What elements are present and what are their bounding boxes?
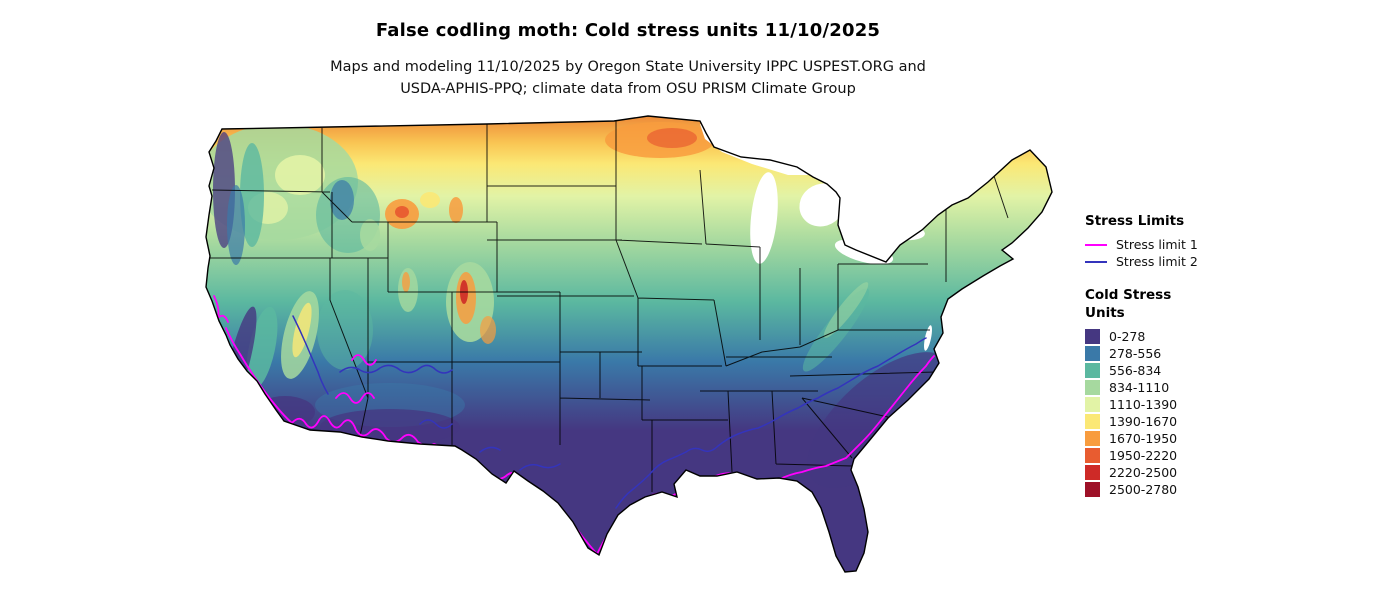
legend-item-834-1110: 834-1110 xyxy=(1085,379,1198,396)
legend-item-278-556: 278-556 xyxy=(1085,345,1198,362)
state-borders xyxy=(207,121,1009,492)
legend-item-1670-1950: 1670-1950 xyxy=(1085,430,1198,447)
legend-item-1950-2220: 1950-2220 xyxy=(1085,447,1198,464)
label-1950-2220: 1950-2220 xyxy=(1109,448,1178,463)
legend-item-stress-limit-2: Stress limit 2 xyxy=(1085,253,1198,270)
subtitle-line-1: Maps and modeling 11/10/2025 by Oregon S… xyxy=(330,59,926,75)
label-2500-2780: 2500-2780 xyxy=(1109,482,1178,497)
legend-item-2220-2500: 2220-2500 xyxy=(1085,464,1198,481)
stress-limits-legend: Stress Limits Stress limit 1 Stress limi… xyxy=(1085,212,1198,270)
label-2220-2500: 2220-2500 xyxy=(1109,465,1178,480)
legend-item-1110-1390: 1110-1390 xyxy=(1085,396,1198,413)
swatch-0-278 xyxy=(1085,329,1100,344)
swatch-1950-2220 xyxy=(1085,448,1100,463)
legend-item-stress-limit-1: Stress limit 1 xyxy=(1085,236,1198,253)
stress-limit-2-line-sample xyxy=(1085,260,1107,263)
label-1670-1950: 1670-1950 xyxy=(1109,431,1178,446)
label-556-834: 556-834 xyxy=(1109,363,1162,378)
stress-limit-2-contour xyxy=(292,315,927,509)
us-outline xyxy=(205,115,1053,573)
stress-limits-heading: Stress Limits xyxy=(1085,213,1185,229)
label-834-1110: 834-1110 xyxy=(1109,380,1170,395)
swatch-1670-1950 xyxy=(1085,431,1100,446)
swatch-556-834 xyxy=(1085,363,1100,378)
legend-item-1390-1670: 1390-1670 xyxy=(1085,413,1198,430)
swatch-2500-2780 xyxy=(1085,482,1100,497)
legend-item-0-278: 0-278 xyxy=(1085,328,1198,345)
legend-item-556-834: 556-834 xyxy=(1085,362,1198,379)
swatch-1390-1670 xyxy=(1085,414,1100,429)
label-0-278: 0-278 xyxy=(1109,329,1146,344)
page-title: False codling moth: Cold stress units 11… xyxy=(375,20,881,41)
cold-stress-heading: Cold Stress Units xyxy=(1085,287,1172,321)
swatch-2220-2500 xyxy=(1085,465,1100,480)
figure-subtitle: Maps and modeling 11/10/2025 by Oregon S… xyxy=(0,56,1256,100)
label-1110-1390: 1110-1390 xyxy=(1109,397,1178,412)
legend: Stress Limits Stress limit 1 Stress limi… xyxy=(1085,212,1198,514)
swatch-278-556 xyxy=(1085,346,1100,361)
label-278-556: 278-556 xyxy=(1109,346,1162,361)
swatch-1110-1390 xyxy=(1085,397,1100,412)
legend-item-2500-2780: 2500-2780 xyxy=(1085,481,1198,498)
map-raster-layer xyxy=(206,116,1052,572)
swatch-834-1110 xyxy=(1085,380,1100,395)
cold-stress-legend: Cold Stress Units 0-278 278-556 556-834 … xyxy=(1085,286,1198,498)
label-1390-1670: 1390-1670 xyxy=(1109,414,1178,429)
stress-limit-1-line-sample xyxy=(1085,243,1107,246)
us-cold-stress-map xyxy=(205,115,1053,573)
stress-limit-1-label: Stress limit 1 xyxy=(1116,237,1198,252)
stress-limit-2-label: Stress limit 2 xyxy=(1116,254,1198,269)
subtitle-line-2: USDA-APHIS-PPQ; climate data from OSU PR… xyxy=(400,81,856,97)
